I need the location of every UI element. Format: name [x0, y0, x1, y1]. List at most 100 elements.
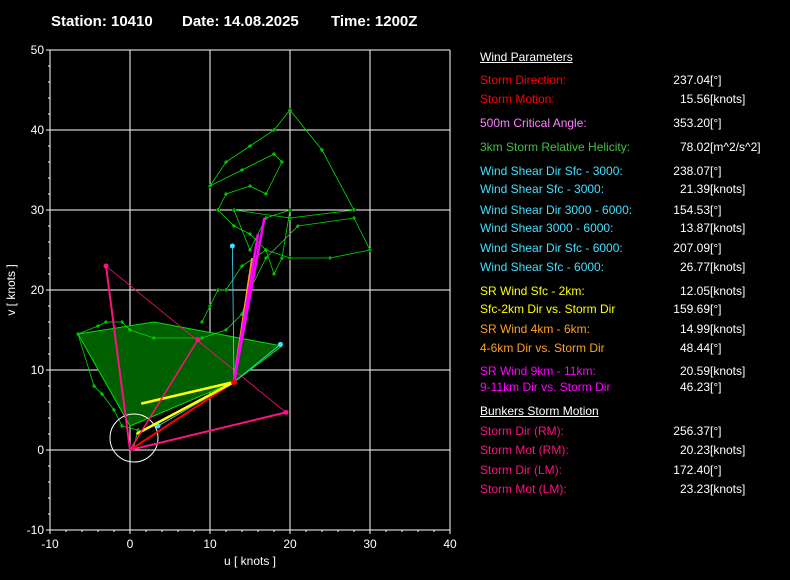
param-label: 500m Critical Angle:: [480, 116, 587, 130]
bunkers-rm-point: [283, 409, 289, 415]
param-value: 21.39: [679, 182, 710, 196]
param-label: Wind Shear Dir Sfc - 6000:: [480, 241, 623, 255]
y-axis-label: v [ knots ]: [4, 264, 18, 315]
param-unit: [m^2/s^2]: [710, 140, 761, 154]
param-label: SR Wind 9km - 11km:: [480, 364, 596, 378]
x-tick-label: -10: [41, 537, 59, 551]
param-value: 237.04: [673, 73, 710, 87]
param-unit: [°]: [710, 73, 722, 87]
y-tick-label: 50: [31, 43, 45, 57]
param-row: Sfc-2km Dir vs. Storm Dir 159.69 [°]: [480, 302, 780, 318]
param-unit: [°]: [710, 164, 722, 178]
param-row: 500m Critical Angle: 353.20 [°]: [480, 116, 780, 132]
storm-motion-vector: [129, 381, 235, 451]
hodograph-point: [208, 304, 212, 308]
param-row: 4-6km Dir vs. Storm Dir 48.44 [°]: [480, 341, 780, 357]
param-value: 353.20: [673, 116, 710, 130]
param-value: 14.99: [679, 322, 710, 336]
sr-wind-vector: [232, 233, 260, 383]
hodograph-point: [224, 288, 228, 292]
hodograph-point: [248, 184, 252, 188]
hodograph-point: [272, 272, 276, 276]
param-value: 15.56: [679, 92, 710, 106]
bunkers-unit: [knots]: [710, 443, 746, 457]
bunkers-unit: [°]: [710, 424, 722, 438]
param-label: Wind Shear Sfc - 3000:: [480, 182, 605, 196]
hodograph-point: [288, 256, 292, 260]
hodograph-point: [280, 160, 284, 164]
param-unit: [knots]: [710, 260, 746, 274]
helicity-area: [77, 321, 284, 427]
date-label: Date: 14.08.2025: [182, 13, 299, 30]
hodograph-point: [248, 144, 252, 148]
hodograph-point: [264, 248, 268, 252]
hodograph-point: [136, 428, 140, 432]
bunkers-label: Storm Dir (LM):: [480, 463, 562, 477]
hodograph-point: [272, 128, 276, 132]
hodograph-chart: -10 0 10 20 30 40 -10 0 10 20 30 40 50 u [ knots ] v […: [4, 43, 457, 568]
bunkers-row: Storm Dir (RM): 256.37 [°]: [480, 424, 780, 440]
hodograph-point: [352, 216, 356, 220]
hodograph-point: [76, 332, 80, 336]
hodograph-point: [288, 216, 292, 220]
y-tick-label: 10: [31, 363, 45, 377]
hodograph-point: [264, 216, 268, 220]
hodograph-point: [296, 224, 300, 228]
param-value: 238.07: [673, 164, 710, 178]
param-value: 207.09: [673, 241, 710, 255]
hodograph-point: [152, 336, 156, 340]
wind-parameters-title: Wind Parameters: [480, 50, 573, 64]
bunkers-lm-point: [103, 263, 109, 269]
param-row: 3km Storm Relative Helicity: 78.02 [m^2/s^…: [480, 140, 780, 156]
sr-wind-vector: [135, 380, 235, 436]
param-label: 9-11km Dir vs. Storm Dir: [480, 380, 611, 394]
bunkers-row: Storm Dir (LM): 172.40 [°]: [480, 463, 780, 479]
hodograph-point: [288, 208, 292, 212]
param-row: Wind Shear Dir 3000 - 6000: 154.53 [°]: [480, 203, 780, 219]
hodograph-point: [200, 320, 204, 324]
hodograph-point: [272, 152, 276, 156]
param-label: SR Wind Sfc - 2km:: [480, 284, 585, 298]
param-unit: [knots]: [710, 221, 746, 235]
time-label: Time: 1200Z: [331, 13, 418, 30]
param-row: SR Wind 4km - 6km: 14.99 [knots]: [480, 322, 780, 338]
param-value: 78.02: [679, 140, 710, 154]
station-label: Station: 10410: [51, 13, 153, 30]
hodograph-point: [264, 256, 268, 260]
hodograph-point: [328, 256, 332, 260]
param-unit: [knots]: [710, 284, 746, 298]
bunkers-value: 20.23: [679, 443, 710, 457]
hodograph-point: [216, 208, 220, 212]
param-unit: [°]: [710, 341, 722, 355]
param-value: 46.23: [679, 380, 710, 394]
y-tick-label: 40: [31, 123, 45, 137]
bunkers-mean-vector: [129, 339, 199, 451]
hodograph-point: [248, 248, 252, 252]
hodograph-point: [200, 336, 204, 340]
bunkers-row: Storm Mot (RM): 20.23 [knots]: [480, 443, 780, 459]
hodograph-point: [240, 264, 244, 268]
param-label: Wind Shear Dir Sfc - 3000:: [480, 164, 623, 178]
hodograph-point: [320, 148, 324, 152]
param-row: Wind Shear Sfc - 6000: 26.77 [knots]: [480, 260, 780, 276]
param-label: 4-6km Dir vs. Storm Dir: [480, 341, 605, 355]
hodograph-point: [112, 408, 116, 412]
param-unit: [°]: [710, 241, 722, 255]
param-label: Wind Shear 3000 - 6000:: [480, 221, 614, 235]
y-tick-label: -10: [27, 523, 45, 537]
param-row: SR Wind 9km - 11km: 20.59 [knots]: [480, 364, 780, 380]
param-label: Wind Shear Dir 3000 - 6000:: [480, 203, 633, 217]
param-value: 26.77: [679, 260, 710, 274]
hodograph-point: [224, 192, 228, 196]
x-tick-label: 0: [127, 537, 134, 551]
param-row: Wind Shear 3000 - 6000: 13.87 [knots]: [480, 221, 780, 237]
param-row: Wind Shear Dir Sfc - 3000: 238.07 [°]: [480, 164, 780, 180]
param-row: Wind Shear Sfc - 3000: 21.39 [knots]: [480, 182, 780, 198]
bunkers-unit: [knots]: [710, 482, 746, 496]
param-value: 48.44: [679, 341, 710, 355]
param-unit: [knots]: [710, 322, 746, 336]
hodograph-point: [224, 328, 228, 332]
bunkers-label: Storm Mot (LM):: [480, 482, 567, 496]
sr-wind-vector: [140, 380, 235, 405]
x-tick-label: 30: [363, 537, 377, 551]
